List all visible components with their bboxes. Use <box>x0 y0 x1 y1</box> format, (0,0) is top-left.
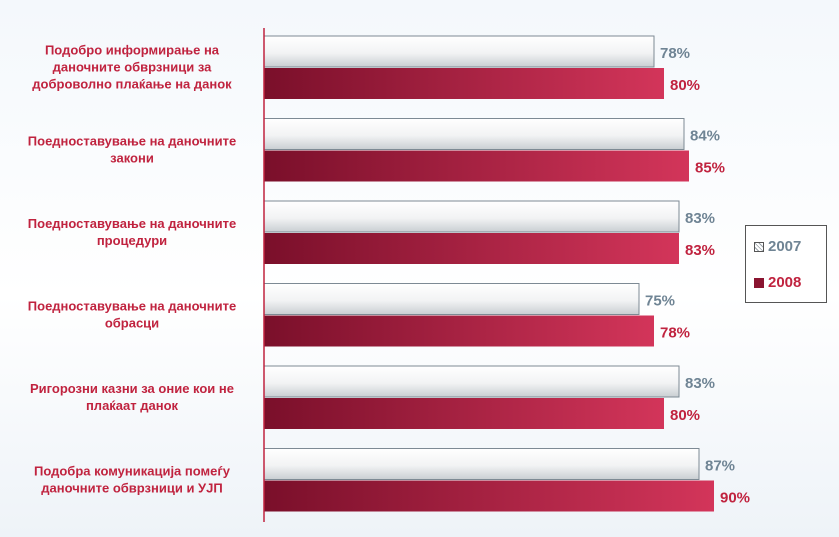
value-label-2007: 83% <box>685 375 715 392</box>
legend-item-2008: 2008 <box>754 274 801 291</box>
category-label: Подобра комуникација помеѓу <box>34 464 231 479</box>
bar-2007 <box>263 365 680 398</box>
category-label: даночните обврзници за <box>53 60 212 75</box>
category-label: Поедноставување на даночните <box>28 134 236 149</box>
value-label-2007: 78% <box>660 45 690 62</box>
category-label: Ригорозни казни за оние кои не <box>30 381 234 396</box>
category-label: доброволно плаќање на данок <box>32 77 232 92</box>
category-label: даночните обврзници и УЈП <box>41 481 222 496</box>
category-label: плаќаат данок <box>86 398 179 413</box>
bar-2007 <box>263 448 700 480</box>
bar-2008 <box>264 480 714 512</box>
value-label-2008: 85% <box>695 160 725 177</box>
value-label-2008: 80% <box>670 77 700 94</box>
legend-label-2008: 2008 <box>768 274 802 291</box>
category-label: Подобро информирање на <box>45 43 220 58</box>
bar-2007 <box>263 283 640 315</box>
value-label-2007: 87% <box>705 458 735 475</box>
bar-2007 <box>263 35 655 68</box>
bar-2008 <box>264 150 689 182</box>
legend-item-2007: 2007 <box>754 238 801 255</box>
value-label-2008: 78% <box>660 325 690 342</box>
bar-2007 <box>263 200 680 233</box>
value-label-2008: 83% <box>685 242 715 259</box>
bar-2008 <box>264 398 664 429</box>
legend-swatch-2007 <box>754 241 764 252</box>
legend-label-2007: 2007 <box>768 238 802 255</box>
value-label-2008: 80% <box>670 407 700 424</box>
bar-2008 <box>264 315 654 347</box>
bar-2008 <box>264 233 679 264</box>
value-label-2008: 90% <box>720 490 750 507</box>
category-label: закони <box>110 151 154 166</box>
bar-2007 <box>263 118 685 150</box>
legend-swatch-2008 <box>754 277 764 288</box>
category-label: Поедноставување на даночните <box>28 216 236 231</box>
category-label: Поедноставување на даночните <box>28 299 236 314</box>
category-label: процедури <box>97 233 167 248</box>
value-label-2007: 75% <box>645 293 675 310</box>
value-label-2007: 84% <box>690 128 720 145</box>
legend: 2007 2008 <box>745 225 827 303</box>
category-label: обрасци <box>105 316 159 331</box>
bar-2008 <box>264 68 664 99</box>
value-label-2007: 83% <box>685 210 715 227</box>
